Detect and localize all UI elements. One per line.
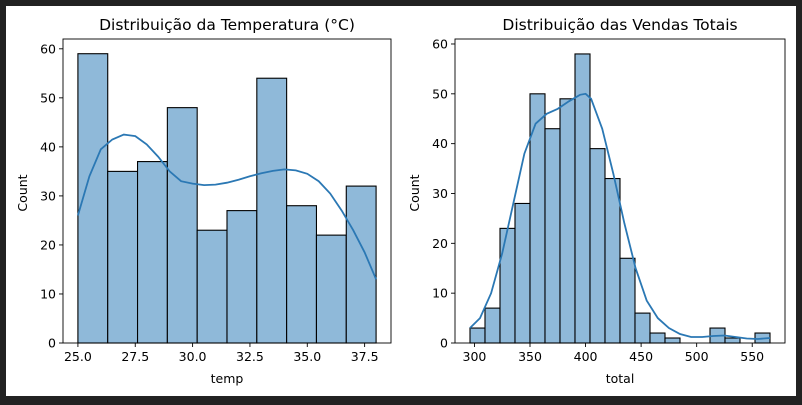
total-sales-histogram: Distribuição das Vendas Totais total Cou… xyxy=(407,16,786,386)
temperature-x-tick-label: 25.0 xyxy=(64,349,92,364)
temperature-bar xyxy=(286,205,318,344)
temperature-x-tick-label: 35.0 xyxy=(293,349,321,364)
temperature-x-tick-label: 27.5 xyxy=(121,349,149,364)
sales-x-tick-label: 450 xyxy=(629,349,653,364)
sales-y-tick-label: 10 xyxy=(432,286,448,301)
sales-y-axis-label: Count xyxy=(407,174,422,211)
temperature-y-tick-label: 20 xyxy=(40,237,56,252)
sales-bar xyxy=(649,332,666,344)
sales-x-tick-label: 500 xyxy=(685,349,709,364)
sales-x-tick-label: 400 xyxy=(574,349,598,364)
temperature-bar xyxy=(107,170,139,344)
temperature-y-tick-label: 50 xyxy=(40,90,56,105)
sales-bar xyxy=(484,307,501,344)
temperature-y-tick-label: 0 xyxy=(48,336,56,351)
sales-axes-frame xyxy=(454,38,786,344)
sales-bar xyxy=(544,128,561,344)
temperature-y-tick-label: 60 xyxy=(40,41,56,56)
sales-x-axis-label: total xyxy=(606,371,635,386)
temperature-x-tick-label: 30.0 xyxy=(179,349,207,364)
temperature-y-tick-label: 40 xyxy=(40,139,56,154)
sales-bar xyxy=(604,177,621,344)
temperature-bar xyxy=(345,185,377,344)
sales-bar xyxy=(724,337,741,344)
sales-y-tick-label: 30 xyxy=(432,186,448,201)
temperature-bar xyxy=(226,210,258,344)
sales-y-tick-label: 20 xyxy=(432,236,448,251)
sales-x-tick-label: 350 xyxy=(518,349,542,364)
temperature-y-axis-label: Count xyxy=(15,174,30,211)
temperature-x-tick-label: 37.5 xyxy=(351,349,379,364)
sales-y-tick-label: 50 xyxy=(432,86,448,101)
sales-x-tick-label: 550 xyxy=(740,349,764,364)
sales-bar xyxy=(589,148,606,344)
temperature-y-tick-label: 30 xyxy=(40,188,56,203)
temperature-x-axis-label: temp xyxy=(211,371,244,386)
sales-bar xyxy=(469,327,486,344)
temperature-chart-title: Distribuição da Temperatura (°C) xyxy=(99,16,355,34)
temperature-bar xyxy=(256,77,288,344)
sales-y-tick-label: 0 xyxy=(440,336,448,351)
temperature-bar xyxy=(166,107,198,344)
temperature-bar xyxy=(196,229,228,344)
sales-bar xyxy=(559,98,576,344)
sales-bar xyxy=(664,337,681,344)
temperature-y-tick-label: 10 xyxy=(40,286,56,301)
temperature-bar xyxy=(136,161,168,344)
sales-y-tick-label: 60 xyxy=(432,36,448,51)
sales-bar xyxy=(514,202,531,344)
temperature-bar xyxy=(315,234,347,344)
sales-bar xyxy=(634,312,651,344)
figure-canvas: Distribuição da Temperatura (°C) temp Co… xyxy=(15,16,786,386)
sales-bar xyxy=(499,227,516,344)
sales-bar xyxy=(619,257,636,344)
temperature-kde-line xyxy=(77,133,377,280)
temperature-histogram: Distribuição da Temperatura (°C) temp Co… xyxy=(15,16,392,386)
temperature-x-tick-label: 32.5 xyxy=(236,349,264,364)
temperature-axes-frame xyxy=(62,38,392,344)
sales-chart-title: Distribuição das Vendas Totais xyxy=(502,16,737,34)
sales-kde-line xyxy=(469,92,771,340)
sales-x-tick-label: 300 xyxy=(463,349,487,364)
sales-y-tick-label: 40 xyxy=(432,136,448,151)
figure: Distribuição da Temperatura (°C) temp Co… xyxy=(6,6,796,396)
